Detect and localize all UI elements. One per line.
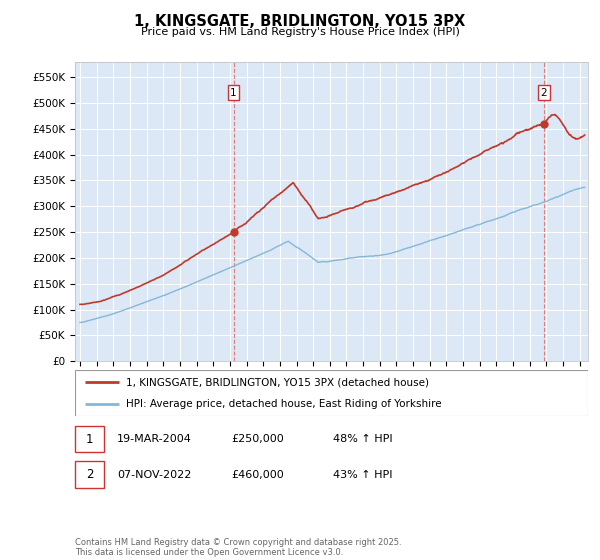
Text: 2: 2 — [86, 468, 93, 482]
Text: 1: 1 — [86, 432, 93, 446]
Text: 43% ↑ HPI: 43% ↑ HPI — [333, 470, 392, 480]
Text: £250,000: £250,000 — [231, 434, 284, 444]
Text: 1, KINGSGATE, BRIDLINGTON, YO15 3PX (detached house): 1, KINGSGATE, BRIDLINGTON, YO15 3PX (det… — [127, 377, 430, 388]
Text: HPI: Average price, detached house, East Riding of Yorkshire: HPI: Average price, detached house, East… — [127, 399, 442, 409]
Text: 07-NOV-2022: 07-NOV-2022 — [117, 470, 191, 480]
Text: Price paid vs. HM Land Registry's House Price Index (HPI): Price paid vs. HM Land Registry's House … — [140, 27, 460, 37]
Text: 19-MAR-2004: 19-MAR-2004 — [117, 434, 192, 444]
Text: Contains HM Land Registry data © Crown copyright and database right 2025.
This d: Contains HM Land Registry data © Crown c… — [75, 538, 401, 557]
Text: 48% ↑ HPI: 48% ↑ HPI — [333, 434, 392, 444]
Text: 1, KINGSGATE, BRIDLINGTON, YO15 3PX: 1, KINGSGATE, BRIDLINGTON, YO15 3PX — [134, 14, 466, 29]
Text: 2: 2 — [541, 87, 547, 97]
Text: 1: 1 — [230, 87, 237, 97]
Text: £460,000: £460,000 — [231, 470, 284, 480]
